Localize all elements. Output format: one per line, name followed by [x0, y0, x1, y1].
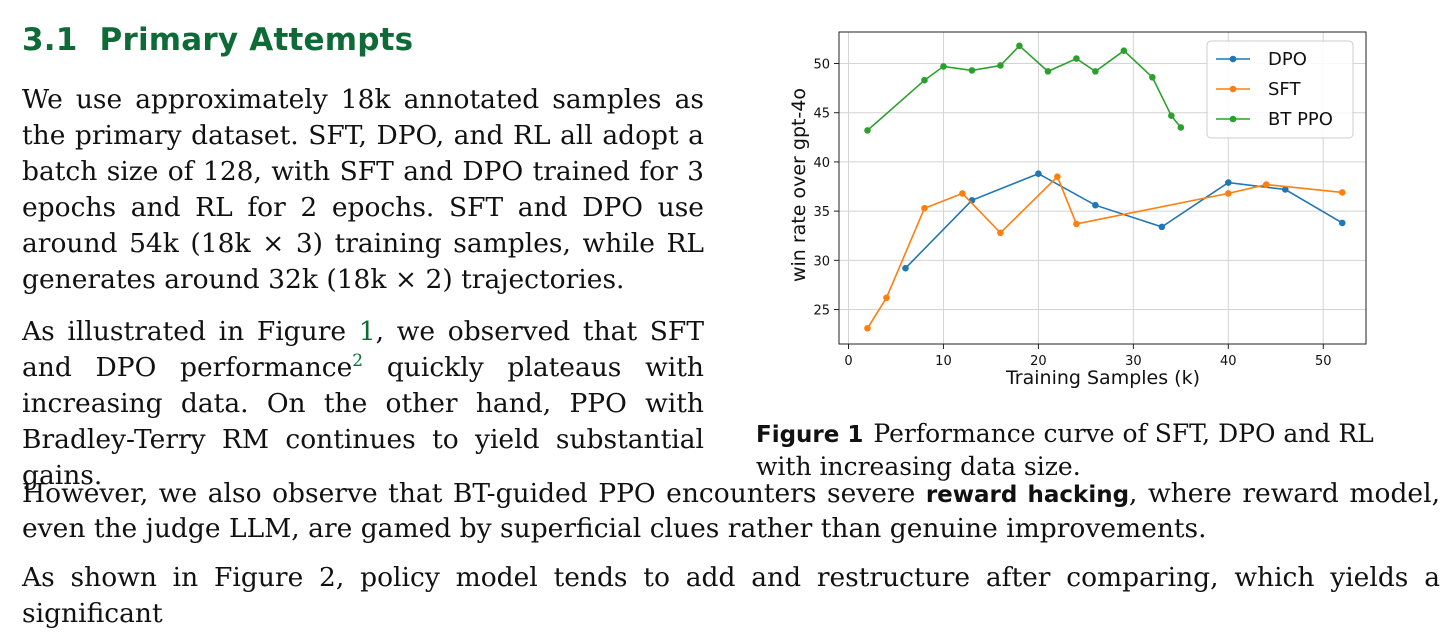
- y-tick-label: 35: [813, 205, 830, 220]
- data-point-dpo: [1225, 179, 1232, 186]
- paragraph-3: However, we also observe that BT-guided …: [22, 477, 1440, 546]
- data-point-sft: [997, 229, 1004, 237]
- series-layer: [864, 42, 1346, 332]
- axes: 0 10 20 30 40 50 25 30 35 40 45 50: [813, 31, 1367, 369]
- performance-chart: 0 10 20 30 40 50 25 30 35 40 45 50 DPO SFT BT PPO Tra…: [788, 31, 1367, 389]
- p2-text-b: , we observed that SFT and DPO performan…: [22, 316, 704, 383]
- legend-box: [1206, 40, 1354, 139]
- legend-label-bt-ppo: BT PPO: [1268, 109, 1333, 130]
- figure-label: Figure 1: [756, 422, 864, 448]
- data-point-bt-ppo: [1177, 124, 1185, 131]
- y-tick-label: 40: [813, 156, 830, 171]
- data-point-dpo: [1158, 223, 1166, 231]
- data-point-sft: [1338, 189, 1346, 196]
- data-point-bt-ppo: [1073, 55, 1080, 62]
- data-point-sft: [1225, 190, 1232, 197]
- p3-text-a: However, we also observe that BT-guided …: [22, 478, 926, 509]
- data-point-dpo: [1092, 201, 1099, 209]
- data-point-bt-ppo: [864, 127, 871, 134]
- data-point-sft: [921, 204, 928, 212]
- legend-label-dpo: DPO: [1268, 49, 1307, 70]
- footnote-reference-link[interactable]: 2: [352, 351, 364, 372]
- legend-label-sft: SFT: [1268, 79, 1301, 100]
- series-line-sft: [866, 175, 1343, 329]
- x-tick-label: 40: [1220, 354, 1237, 369]
- section-title: Primary Attempts: [99, 22, 414, 58]
- legend-marker-sft: [1229, 85, 1237, 93]
- figure-caption-text: Performance curve of SFT, DPO and RL wit…: [756, 419, 1374, 481]
- x-tick-label: 10: [935, 354, 952, 369]
- x-tick-label: 30: [1125, 354, 1142, 369]
- data-point-bt-ppo: [1044, 68, 1052, 75]
- data-point-bt-ppo: [940, 63, 947, 70]
- y-tick-label: 25: [813, 304, 830, 319]
- data-point-dpo: [902, 264, 909, 272]
- data-point-sft: [1073, 220, 1080, 228]
- data-point-sft: [1262, 181, 1270, 188]
- p2-text-c: quickly plateaus with increasing data. O…: [22, 352, 704, 491]
- legend-marker-dpo: [1229, 55, 1237, 63]
- y-axis-label: win rate over gpt-4o: [788, 88, 810, 282]
- legend-marker-bt-ppo: [1229, 115, 1237, 123]
- y-tick-label: 30: [813, 254, 830, 269]
- p3-text-b: , where reward model, even the judge LLM…: [22, 478, 1440, 544]
- reward-hacking-term: reward hacking: [925, 482, 1130, 508]
- data-point-bt-ppo: [968, 67, 976, 74]
- y-tick-label: 50: [813, 57, 830, 72]
- data-point-sft: [959, 190, 966, 197]
- data-point-dpo: [1338, 219, 1346, 227]
- series-line-dpo: [904, 172, 1343, 269]
- data-point-bt-ppo: [997, 62, 1004, 69]
- data-point-sft: [864, 324, 871, 332]
- plot-frame: [838, 31, 1367, 345]
- data-point-dpo: [1035, 170, 1042, 178]
- paragraph-4-partial: As shown in Figure 2, policy model tends…: [22, 562, 1440, 629]
- section-heading: 3.1 Primary Attempts: [22, 22, 413, 58]
- data-point-bt-ppo: [1149, 73, 1156, 81]
- y-tick-label: 45: [813, 107, 830, 122]
- x-tick-label: 20: [1030, 354, 1047, 369]
- section-number: 3.1: [22, 22, 78, 58]
- legend: DPO SFT BT PPO: [1206, 40, 1354, 139]
- data-point-bt-ppo: [1120, 47, 1128, 55]
- data-point-bt-ppo: [921, 76, 928, 84]
- figure-reference-link[interactable]: 1: [358, 316, 376, 347]
- data-point-dpo: [1281, 186, 1289, 193]
- data-point-sft: [1054, 173, 1061, 180]
- data-point-bt-ppo: [1016, 42, 1023, 50]
- data-point-sft: [883, 294, 890, 302]
- x-axis-label: Training Samples (k): [1005, 367, 1200, 389]
- x-tick-label: 0: [844, 354, 852, 369]
- data-point-bt-ppo: [1168, 112, 1175, 119]
- paragraph-1: We use approximately 18k annotated sampl…: [22, 84, 704, 295]
- p2-text-a: As illustrated in Figure: [22, 316, 359, 347]
- data-point-bt-ppo: [1092, 68, 1099, 75]
- x-tick-label: 50: [1315, 354, 1332, 369]
- figure-caption: Figure 1 Performance curve of SFT, DPO an…: [756, 418, 1436, 483]
- paragraph-2: As illustrated in Figure 1, we observed …: [22, 314, 704, 494]
